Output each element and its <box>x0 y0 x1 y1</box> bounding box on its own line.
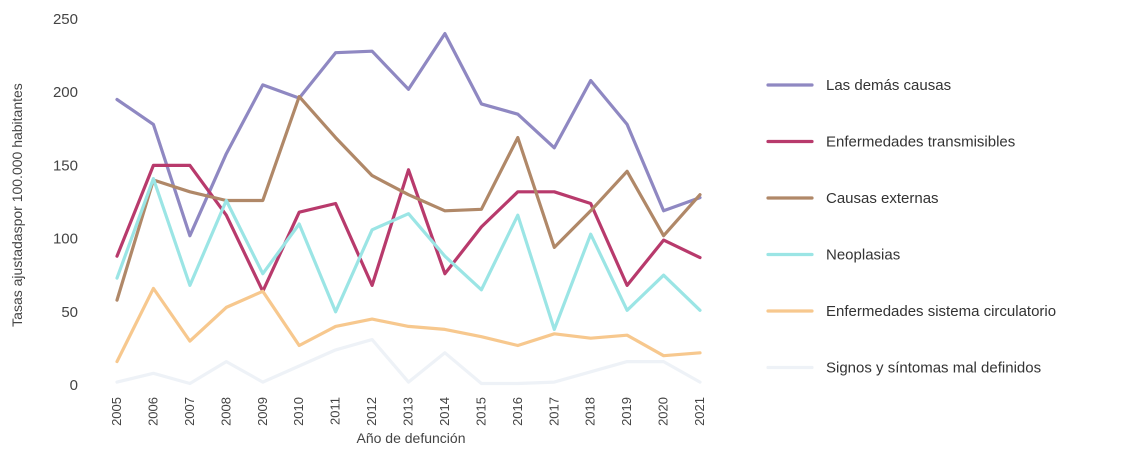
legend-label: Signos y síntomas mal definidos <box>826 360 1041 377</box>
x-tick-label: 2007 <box>182 397 197 426</box>
legend-label: Neoplasias <box>826 247 900 264</box>
legend-item: Causas externas <box>768 190 939 207</box>
legend-item: Neoplasias <box>768 247 900 264</box>
x-tick-label: 2017 <box>546 397 561 426</box>
x-tick-label: 2020 <box>656 397 671 426</box>
x-tick-label: 2013 <box>401 397 416 426</box>
legend-label: Enfermedades sistema circulatorio <box>826 303 1056 320</box>
x-axis-ticks: 2005 2006 2007 2008 2009 2010 2011 2012 2013 2014… <box>109 397 707 426</box>
y-tick-label: 50 <box>61 304 78 321</box>
y-tick-label: 250 <box>53 11 78 28</box>
series-line-0 <box>117 34 700 236</box>
x-tick-label: 2009 <box>255 397 270 426</box>
y-tick-label: 100 <box>53 231 78 248</box>
x-tick-label: 2021 <box>692 397 707 426</box>
series-lines <box>117 34 700 384</box>
series-line-1 <box>117 165 700 291</box>
x-tick-label: 2014 <box>437 397 452 426</box>
x-tick-label: 2015 <box>473 397 488 426</box>
legend-item: Enfermedades transmisibles <box>768 134 1015 151</box>
x-tick-label: 2005 <box>109 397 124 426</box>
x-tick-label: 2010 <box>291 397 306 426</box>
x-tick-label: 2016 <box>510 397 525 426</box>
legend-item: Las demás causas <box>768 77 951 94</box>
legend-item: Signos y síntomas mal definidos <box>768 360 1041 377</box>
series-line-2 <box>117 97 700 301</box>
legend-label: Las demás causas <box>826 77 951 94</box>
legend-label: Causas externas <box>826 190 939 207</box>
x-tick-label: 2012 <box>364 397 379 426</box>
x-tick-label: 2019 <box>619 397 634 426</box>
y-axis-ticks: 0 50 100 150 200 250 <box>53 11 78 394</box>
series-line-4 <box>117 288 700 361</box>
legend-label: Enfermedades transmisibles <box>826 134 1015 151</box>
y-tick-label: 150 <box>53 157 78 174</box>
x-tick-label: 2008 <box>218 397 233 426</box>
legend-item: Enfermedades sistema circulatorio <box>768 303 1056 320</box>
y-axis-title: Tasas ajustadaspor 100.000 habitantes <box>9 83 25 327</box>
x-tick-label: 2011 <box>328 397 343 425</box>
y-tick-label: 0 <box>70 377 78 394</box>
y-tick-label: 200 <box>53 84 78 101</box>
legend: Las demás causas Enfermedades transmisibl… <box>768 77 1056 377</box>
x-tick-label: 2018 <box>583 397 598 426</box>
x-tick-label: 2006 <box>145 397 160 426</box>
x-axis-title: Año de defunción <box>357 430 466 446</box>
series-line-5 <box>117 340 700 384</box>
